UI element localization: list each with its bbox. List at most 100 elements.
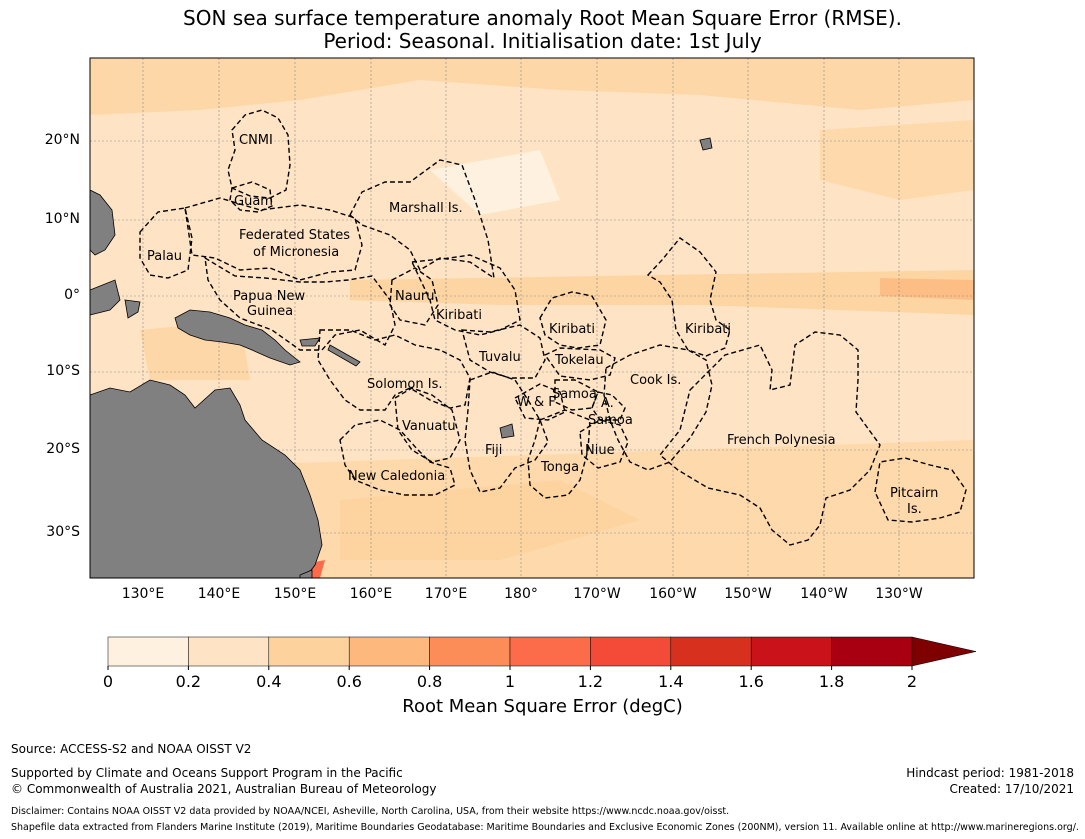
colorbar-bin-8 [750, 636, 832, 667]
label-new-caledonia: New Caledonia [348, 469, 445, 484]
label-fsm-1: Federated States [239, 228, 350, 243]
eez-palau [139, 207, 193, 279]
lon-label-170e: 170°E [424, 586, 468, 602]
label-marshall: Marshall Is. [389, 201, 463, 216]
label-tuvalu: Tuvalu [478, 350, 521, 365]
label-a: A. [601, 396, 614, 411]
footer-shapefile: Shapefile data extracted from Flanders M… [11, 822, 1079, 833]
rmse-band-north [90, 58, 974, 115]
rmse-band-equatorial [350, 270, 974, 315]
footer-disclaimer: Disclaimer: Contains NOAA OISST V2 data … [11, 806, 730, 817]
lat-label-0: 0° [64, 287, 80, 303]
colorbar-bin-0 [107, 636, 189, 667]
colorbar-tick-7: 1.4 [658, 672, 684, 691]
colorbar-tick-5: 1 [504, 672, 516, 691]
eez-marshall [349, 159, 495, 280]
eez-solomon [317, 329, 471, 411]
label-tokelau: Tokelau [554, 353, 604, 368]
eez-tonga [527, 409, 591, 499]
lat-label-30s: 30°S [46, 524, 80, 540]
label-palau: Palau [147, 249, 182, 264]
label-png-1: Papua New [233, 289, 306, 304]
land [89, 137, 713, 579]
eez-french-polynesia [659, 331, 881, 546]
rmse-band-equatorial-strong [880, 278, 974, 300]
chart-title-line2: Period: Seasonal. Initialisation date: 1… [323, 29, 762, 53]
label-tonga: Tonga [540, 460, 579, 475]
eez-wf [514, 383, 566, 421]
lon-label-160e: 160°E [349, 586, 393, 602]
eez-cook [603, 344, 713, 471]
land-solomon [327, 344, 361, 367]
lon-label-150w: 150°W [724, 586, 772, 602]
colorbar-tick-8: 1.6 [738, 672, 764, 691]
label-guam: Guam [234, 194, 273, 209]
chart-title-line1: SON sea surface temperature anomaly Root… [183, 6, 902, 30]
footer-hindcast: Hindcast period: 1981-2018 [906, 766, 1074, 780]
label-french-polynesia: French Polynesia [727, 433, 836, 448]
eez-kiribati-east [646, 237, 731, 357]
colorbar-bin-1 [188, 636, 270, 667]
eez-american-samoa [591, 391, 626, 421]
label-cnmi: CNMI [239, 133, 273, 148]
lon-label-150e: 150°E [273, 586, 317, 602]
colorbar-tick-4: 0.8 [416, 672, 443, 691]
rmse-band-north-east [820, 120, 974, 200]
lon-label-140e: 140°E [197, 586, 241, 602]
lat-label-20n: 20°N [44, 132, 80, 148]
land-australia [89, 379, 323, 579]
eez-niue [579, 419, 629, 469]
label-kiribati-e: Kiribati [685, 322, 731, 337]
label-pitcairn-2: Is. [907, 502, 922, 517]
colorbar-tick-3: 0.6 [336, 672, 362, 691]
label-amsamoa: Samoa [588, 413, 633, 428]
colorbar-tick-1: 0.2 [175, 672, 202, 691]
lon-label-180: 180° [504, 586, 538, 602]
label-cook: Cook Is. [630, 373, 681, 388]
eez-cnmi [227, 109, 291, 199]
land-philippines [89, 189, 116, 256]
land-hawaii [699, 137, 713, 151]
eez-fiji [464, 371, 549, 493]
eez-new-caledonia [339, 419, 456, 496]
label-fiji: Fiji [485, 443, 502, 458]
label-vanuatu: Vanuatu [402, 419, 456, 434]
lat-label-20s: 20°S [46, 441, 80, 457]
colorbar [107, 636, 977, 670]
eez-nauru [389, 267, 439, 326]
lon-label-140w: 140°W [800, 586, 848, 602]
colorbar-tick-6: 1.2 [577, 672, 604, 691]
lat-label-10n: 10°N [44, 211, 80, 227]
land-new-guinea [174, 309, 301, 366]
colorbar-bin-4 [429, 636, 511, 667]
lat-label-10s: 10°S [46, 363, 80, 379]
eez-boundaries [139, 109, 967, 546]
footer-copyright: © Commonwealth of Australia 2021, Austra… [11, 782, 437, 796]
footer-source: Source: ACCESS-S2 and NOAA OISST V2 [11, 742, 252, 756]
label-png-2: Guinea [247, 304, 293, 319]
land-new-britain [299, 337, 321, 347]
eez-tokelau [543, 347, 616, 381]
eez-vanuatu [394, 387, 461, 463]
colorbar-tick-9: 1.8 [818, 672, 845, 691]
eez-fsm [184, 197, 363, 281]
map-frame [89, 57, 975, 579]
eez-kiribati-west [410, 254, 521, 336]
eez-pitcairn [874, 457, 967, 523]
label-kiribati-w: Kiribati [436, 308, 482, 323]
colorbar-bin-2 [268, 636, 350, 667]
colorbar-bin-9 [831, 636, 913, 667]
region-labels: CNMI Guam Marshall Is. Palau Federated S… [147, 133, 938, 517]
label-kiribati-c: Kiribati [549, 322, 595, 337]
land-sulawesi [124, 299, 141, 319]
footer-created: Created: 17/10/2021 [949, 782, 1074, 796]
colorbar-bin-5 [509, 636, 591, 667]
label-niue: Niue [585, 443, 615, 458]
lon-label-130w: 130°W [875, 586, 923, 602]
label-fsm-2: of Micronesia [253, 245, 339, 260]
lon-label-160w: 160°W [649, 586, 697, 602]
colorbar-tick-0: 0 [102, 672, 114, 691]
footer-supported: Supported by Climate and Oceans Support … [11, 766, 403, 780]
land-fiji [499, 423, 515, 439]
